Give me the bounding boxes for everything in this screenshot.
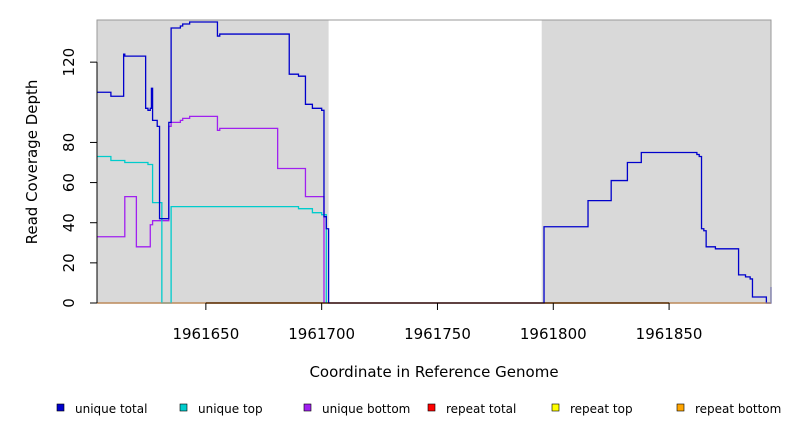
y-tick-label: 20 bbox=[60, 253, 78, 272]
x-axis-title: Coordinate in Reference Genome bbox=[309, 363, 558, 381]
series-line-unique-bottom bbox=[97, 115, 325, 303]
x-tick-label: 1961750 bbox=[404, 325, 471, 343]
x-tick-label: 1961700 bbox=[288, 325, 355, 343]
legend-label-repeat-top: repeat top bbox=[570, 402, 633, 416]
legend-label-repeat-bottom: repeat bottom bbox=[695, 402, 781, 416]
legend-swatch-unique-bottom bbox=[303, 403, 312, 412]
legend-swatch-repeat-bottom bbox=[676, 403, 685, 412]
y-tick-label: 0 bbox=[60, 298, 78, 308]
shaded-region-1 bbox=[97, 20, 329, 303]
legend-swatch-unique-total bbox=[56, 403, 65, 412]
legend-swatch-unique-top bbox=[179, 403, 188, 412]
legend-label-unique-bottom: unique bottom bbox=[322, 402, 410, 416]
legend-label-unique-total: unique total bbox=[75, 402, 147, 416]
legend-swatch-repeat-total bbox=[427, 403, 436, 412]
y-tick-label: 120 bbox=[60, 48, 78, 77]
y-tick-label: 80 bbox=[60, 133, 78, 152]
x-tick-label: 1961650 bbox=[172, 325, 239, 343]
y-tick-label: 40 bbox=[60, 213, 78, 232]
y-tick-label: 60 bbox=[60, 173, 78, 192]
shaded-region-2 bbox=[541, 20, 771, 303]
legend-label-unique-top: unique top bbox=[198, 402, 263, 416]
plot-background bbox=[97, 20, 771, 303]
legend: unique total unique top unique bottom repea… bbox=[56, 402, 781, 416]
legend-label-repeat-total: repeat total bbox=[446, 402, 516, 416]
series-line-unique-total bbox=[97, 21, 772, 304]
legend-swatch-repeat-top bbox=[551, 403, 560, 412]
x-tick-label: 1961850 bbox=[636, 325, 703, 343]
axis-layer: 1961650 1961700 1961750 1961800 1961850 0 20 40… bbox=[60, 48, 702, 343]
x-tick-label: 1961800 bbox=[520, 325, 587, 343]
y-axis-title: Read Coverage Depth bbox=[23, 80, 41, 245]
